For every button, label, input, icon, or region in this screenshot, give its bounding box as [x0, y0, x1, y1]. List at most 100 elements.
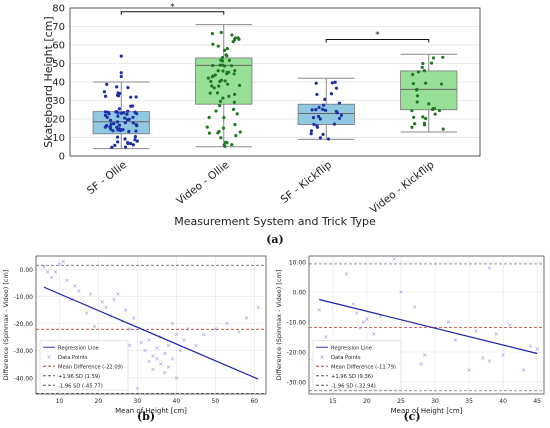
data-point [131, 121, 135, 125]
data-point: × [453, 337, 458, 344]
y-tick-label: 40 [52, 78, 65, 89]
data-point [411, 82, 415, 86]
x-tick-label: 45 [533, 398, 541, 405]
x-tick-label: 40 [173, 398, 181, 405]
data-point: × [111, 296, 116, 303]
y-tick-label: 70 [52, 22, 65, 33]
data-point: × [378, 313, 383, 320]
data-point [220, 56, 225, 60]
data-point [216, 69, 220, 73]
data-point [129, 95, 133, 99]
data-point: × [193, 342, 198, 349]
data-point: × [473, 328, 478, 335]
data-point [227, 58, 232, 62]
data-point [121, 128, 125, 132]
box-plot-chart: 0 10 20 30 40 50 60 70 80 SF - Ollie Video - Ollie… [42, 3, 481, 228]
y-tick-label: 0.00 [20, 267, 34, 274]
x-axis-label: Measurement System and Trick Type [174, 215, 376, 228]
x-tick-label: 30 [431, 398, 439, 405]
data-point [233, 123, 237, 127]
data-point: × [351, 301, 356, 308]
data-point: × [480, 355, 485, 362]
y-tick-label: 0 [59, 152, 65, 163]
x-tick-label: 50 [212, 398, 220, 405]
y-tick-label: -40.00 [14, 375, 34, 382]
data-point [119, 111, 124, 115]
data-point [439, 82, 444, 86]
x-tick-label: 15 [329, 398, 337, 405]
data-point [415, 94, 420, 98]
caption-b: (b) [137, 410, 155, 423]
data-point [207, 131, 211, 135]
outlier-point [119, 74, 123, 79]
y-tick-label: -10.00 [14, 294, 34, 301]
data-point [332, 122, 337, 126]
data-point [219, 30, 223, 35]
data-point [234, 133, 238, 138]
data-point [221, 96, 225, 100]
data-point: × [127, 326, 132, 333]
x-tick-label: 20 [95, 398, 103, 405]
data-point [108, 125, 113, 129]
x-axis-label: Mean of Height [cm] [391, 407, 463, 415]
data-point: × [182, 337, 187, 344]
data-point: × [244, 315, 249, 322]
data-point: × [45, 269, 50, 276]
legend-swatch: × [319, 354, 324, 361]
data-point [230, 143, 234, 147]
data-point: × [154, 356, 159, 363]
data-point: × [225, 321, 230, 328]
data-point [309, 129, 314, 133]
data-point: × [446, 319, 451, 326]
data-point: × [170, 321, 175, 328]
data-point [314, 81, 318, 85]
data-point [421, 115, 425, 119]
data-point [231, 39, 235, 44]
data-point: × [354, 310, 359, 317]
data-point: × [201, 331, 206, 338]
x-tick-label: 40 [499, 398, 507, 405]
data-point [113, 143, 117, 147]
data-point: × [364, 316, 369, 323]
data-point: × [76, 288, 81, 295]
legend-box [312, 340, 402, 391]
data-point [227, 70, 231, 74]
data-point [322, 103, 326, 107]
data-point [117, 123, 122, 127]
data-point [117, 107, 121, 111]
data-point: × [344, 271, 349, 278]
data-point: × [419, 361, 424, 368]
significance-marker: * [170, 3, 175, 13]
data-point [225, 47, 229, 51]
data-point [127, 129, 131, 134]
x-tick-label: 60 [250, 398, 258, 405]
bland-altman-plot-b: 0.00 -10.00 -20.00 -30.00 -40.00 10 20 30 40 50 60… [2, 255, 267, 415]
y-tick-label: 10.00 [289, 260, 306, 267]
plot-frame [308, 255, 545, 395]
data-point [420, 65, 424, 69]
data-point [115, 120, 120, 124]
data-point: × [170, 356, 175, 363]
data-point: × [186, 326, 191, 333]
data-point [127, 117, 131, 121]
data-point [126, 86, 130, 90]
y-tick-label: 10 [52, 133, 65, 144]
data-point [232, 100, 236, 104]
data-point [135, 139, 139, 143]
data-point [218, 63, 222, 67]
data-point [131, 115, 135, 119]
data-point [109, 122, 113, 126]
data-point: × [166, 364, 171, 371]
data-point: × [139, 340, 144, 347]
data-point [441, 127, 445, 131]
data-point [211, 63, 215, 68]
data-point [422, 123, 427, 127]
data-point [225, 54, 229, 58]
data-point: × [494, 331, 499, 338]
y-tick-label: 0.00 [293, 290, 307, 297]
x-tick-label: 35 [465, 398, 473, 405]
data-point [106, 110, 110, 114]
data-point [220, 63, 225, 67]
data-point: × [131, 315, 136, 322]
